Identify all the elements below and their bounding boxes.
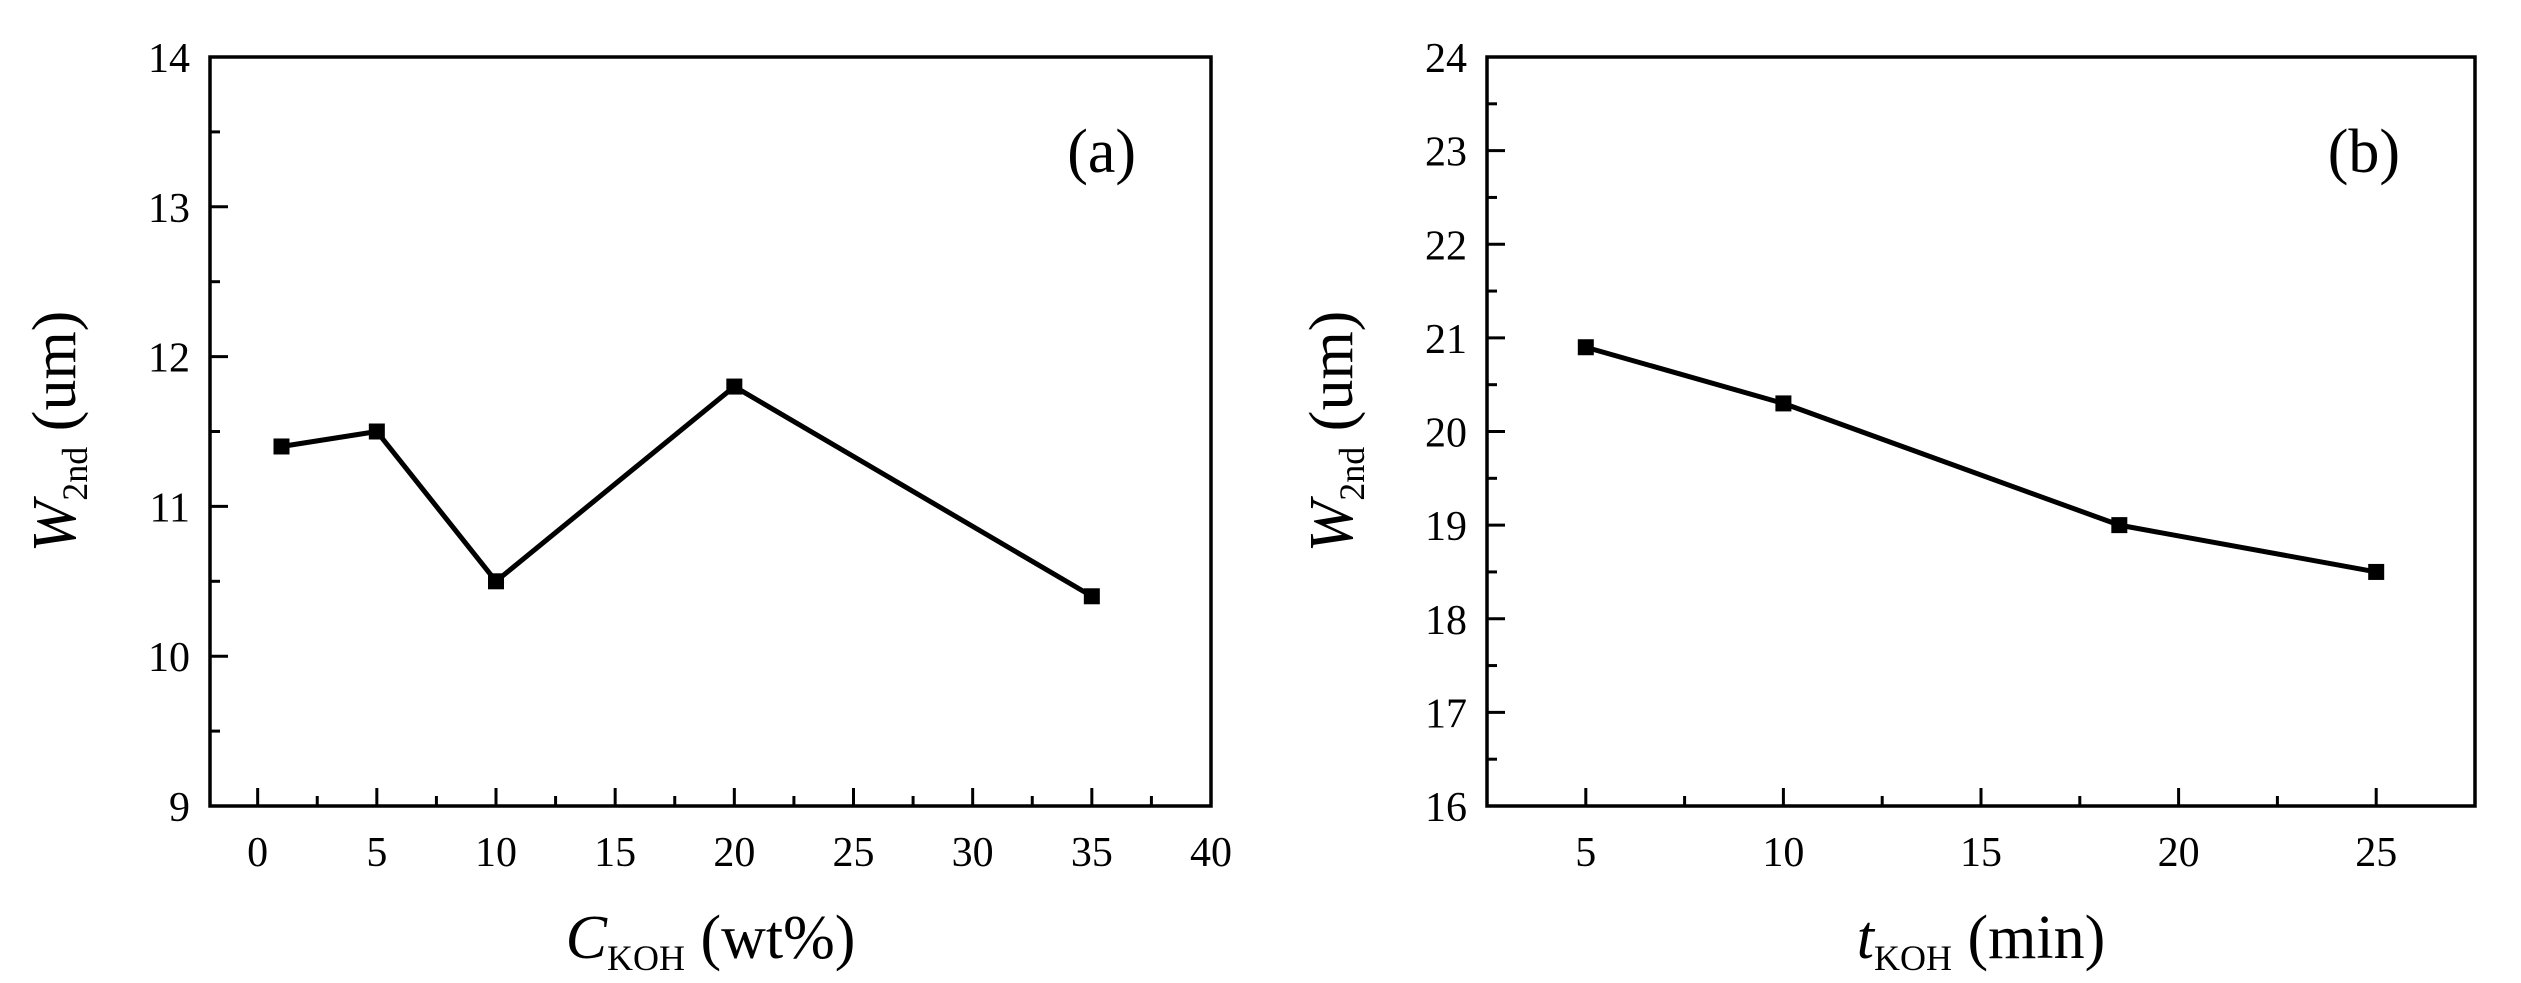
x-axis-title-unit: (min)	[1952, 904, 2105, 972]
x-tick-label: 40	[1190, 830, 1232, 876]
y-axis-title-main: W	[1298, 495, 1366, 552]
x-tick-label: 20	[2158, 830, 2200, 876]
y-axis-title: W2nd (um)	[21, 311, 95, 553]
y-axis-title-unit: (um)	[1298, 311, 1366, 447]
y-tick-label: 13	[148, 186, 190, 232]
y-tick-label: 22	[1425, 223, 1467, 269]
y-tick-label: 20	[1425, 411, 1467, 457]
x-tick-label: 10	[1762, 830, 1804, 876]
y-tick-label: 24	[1425, 36, 1467, 82]
data-point	[1577, 339, 1594, 356]
y-tick-label: 12	[148, 336, 190, 382]
y-axis-title-sub: 2nd	[1332, 447, 1372, 501]
chart-panel-b: 5 10 15 20 25 16 17 18 19 20 21 22 23 24 (b) tKOH (min)…	[1298, 36, 2477, 978]
x-tick-label: 15	[1960, 830, 2002, 876]
y-tick-label: 10	[148, 635, 190, 681]
chart-panel-a: 0 5 10 15 20 25 30 35 40 9 10 11 12 13 14 (a) CKOH (wt%)…	[21, 36, 1232, 978]
y-tick-label: 9	[169, 785, 190, 831]
data-point	[726, 378, 743, 395]
y-tick-label: 18	[1425, 598, 1467, 644]
x-tick-label: 10	[475, 830, 517, 876]
y-tick-label: 19	[1425, 504, 1467, 550]
y-tick-label: 23	[1425, 130, 1467, 176]
x-tick-label: 35	[1071, 830, 1113, 876]
x-tick-label: 5	[1575, 830, 1596, 876]
y-axis-title-unit: (um)	[21, 311, 89, 447]
x-tick-label: 20	[713, 830, 755, 876]
y-tick-label: 14	[148, 36, 190, 82]
data-point	[1083, 588, 1100, 605]
series-line	[281, 384, 1094, 599]
plot-frame	[208, 55, 1213, 808]
panel-label: (b)	[2328, 118, 2400, 186]
y-axis-title: W2nd (um)	[1298, 311, 1372, 553]
data-point	[273, 438, 290, 455]
data-point	[2368, 563, 2385, 580]
x-tick-label: 15	[594, 830, 636, 876]
x-axis-title: CKOH (wt%)	[566, 904, 856, 978]
x-axis-title: tKOH (min)	[1857, 904, 2105, 978]
data-point	[368, 423, 385, 440]
x-tick-label: 25	[2355, 830, 2397, 876]
x-axis-title-main: C	[566, 904, 608, 972]
y-tick-label: 17	[1425, 691, 1467, 737]
data-point	[1775, 395, 1792, 412]
data-point	[488, 573, 504, 590]
data-point	[2111, 517, 2128, 534]
x-tick-label: 25	[833, 830, 875, 876]
y-tick-label: 11	[150, 485, 190, 531]
y-axis-title-main: W	[21, 495, 89, 552]
x-axis-title-unit: (wt%)	[685, 904, 855, 972]
series-line	[1585, 344, 2377, 575]
x-axis-title-sub: KOH	[607, 938, 685, 978]
x-tick-label: 30	[952, 830, 994, 876]
x-tick-label: 5	[366, 830, 387, 876]
y-tick-label: 16	[1425, 785, 1467, 831]
x-tick-label: 0	[247, 830, 268, 876]
x-axis-title-main: t	[1857, 904, 1876, 972]
y-axis-title-sub: 2nd	[55, 447, 95, 501]
panel-label: (a)	[1067, 118, 1136, 186]
y-tick-label: 21	[1425, 317, 1467, 363]
x-axis-title-sub: KOH	[1874, 938, 1952, 978]
